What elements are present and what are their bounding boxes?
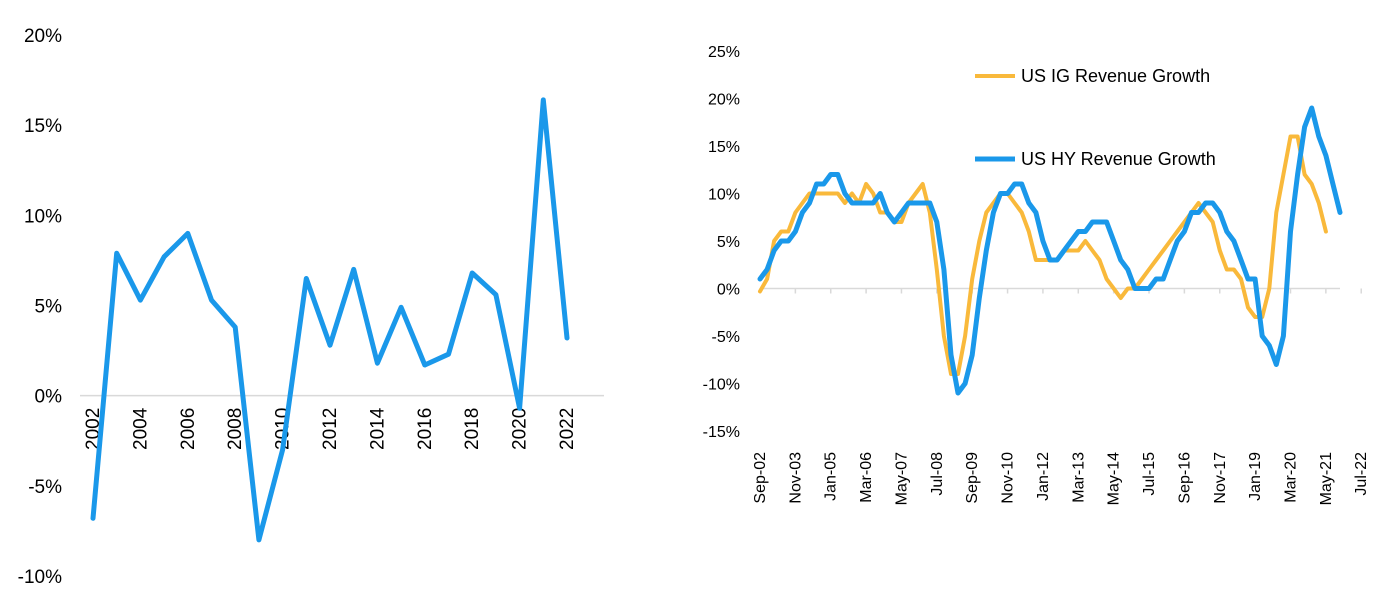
y-tick-label: 5% — [35, 297, 63, 318]
x-tick-label: Sep-16 — [1176, 452, 1193, 504]
x-tick-label: 2018 — [462, 408, 483, 450]
x-tick-label: 2020 — [510, 408, 531, 450]
y-tick-label: 0% — [35, 387, 63, 408]
legend-label: US IG Revenue Growth — [1021, 66, 1210, 86]
x-tick-label: Nov-03 — [787, 452, 804, 504]
x-tick-label: 2012 — [320, 408, 341, 450]
y-tick-label: -15% — [703, 424, 740, 441]
y-tick-label: 15% — [24, 116, 62, 137]
series-line — [90, 97, 570, 543]
y-tick-label: 10% — [24, 206, 62, 227]
y-tick-label: 15% — [708, 139, 740, 156]
y-tick-label: 25% — [708, 44, 740, 61]
x-tick-label: 2022 — [557, 408, 578, 450]
x-tick-label: Sep-09 — [964, 452, 981, 504]
legend-label: US HY Revenue Growth — [1021, 149, 1216, 169]
x-tick-label: Nov-17 — [1212, 452, 1229, 504]
y-tick-label: 0% — [717, 282, 740, 299]
x-tick-label: Nov-10 — [1000, 452, 1017, 504]
x-tick-label: 2004 — [130, 407, 151, 450]
x-tick-label: Jan-05 — [823, 452, 840, 501]
x-tick-label: Jul-08 — [929, 452, 946, 496]
y-tick-label: -10% — [18, 567, 62, 588]
x-tick-label: May-07 — [893, 452, 910, 505]
x-tick-label: Sep-02 — [752, 452, 769, 504]
x-tick-label: Mar-13 — [1070, 452, 1087, 503]
x-tick-label: Jan-19 — [1247, 452, 1264, 501]
x-tick-label: Jul-22 — [1353, 452, 1370, 496]
y-tick-label: 10% — [708, 187, 740, 204]
x-tick-label: Jul-15 — [1141, 452, 1158, 496]
y-tick-label: 5% — [717, 234, 740, 251]
y-tick-label: 20% — [24, 26, 62, 47]
x-tick-label: 2016 — [415, 408, 436, 450]
x-tick-label: May-14 — [1106, 452, 1123, 505]
x-tick-label: 2006 — [178, 408, 199, 450]
chart-right-ig-hy-revenue-growth: -15% -10% -5% 0% 5% 10% 15% 20% 25% Sep-02 Nov-03 J… — [703, 44, 1371, 505]
x-tick-label: May-21 — [1318, 452, 1335, 505]
y-tick-label: -10% — [703, 377, 740, 394]
y-tick-label: -5% — [712, 329, 740, 346]
x-tick-label: 2014 — [367, 407, 388, 450]
x-tick-label: 2008 — [225, 408, 246, 450]
chart-left-annual-revenue-growth: -10%-5%0%5%10%15%20%2002 2004 2006 2008 2010… — [18, 26, 604, 588]
x-tick-label: Mar-20 — [1282, 452, 1299, 503]
x-tick-label: Mar-06 — [858, 452, 875, 503]
y-tick-label: -5% — [28, 477, 62, 498]
y-tick-label: 20% — [708, 92, 740, 109]
x-tick-label: Jan-12 — [1035, 452, 1052, 501]
